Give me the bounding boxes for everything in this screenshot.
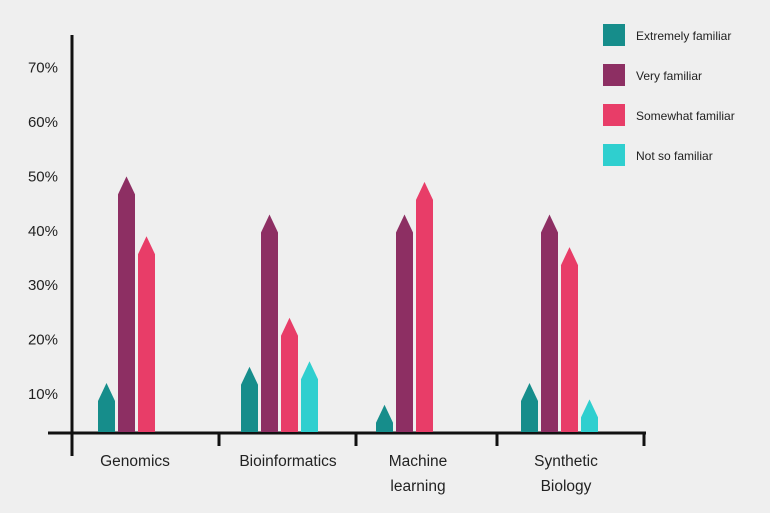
bar-not-so-familiar <box>301 361 318 432</box>
legend-label: Very familiar <box>636 69 702 83</box>
y-tick-label: 40% <box>28 223 58 240</box>
legend-label: Somewhat familiar <box>636 109 735 123</box>
bar-extremely-familiar <box>241 366 258 432</box>
bar-very-familiar <box>261 214 278 432</box>
bars <box>98 176 598 432</box>
y-tick-label: 70% <box>28 60 58 77</box>
category-labels: Genomics Bioinformatics Machine learning Syn… <box>100 453 598 495</box>
category-label: Synthetic <box>534 453 598 470</box>
legend: Extremely familiar Very familiar Somewhat … <box>603 24 735 166</box>
bar-somewhat-familiar <box>281 317 298 432</box>
category-label: Genomics <box>100 453 170 470</box>
legend-swatch <box>603 104 625 126</box>
legend-swatch <box>603 144 625 166</box>
bar-somewhat-familiar <box>138 236 155 432</box>
legend-label: Not so familiar <box>636 149 713 163</box>
category-label: Bioinformatics <box>239 453 337 470</box>
category-label: learning <box>390 478 445 495</box>
y-tick-label: 10% <box>28 386 58 403</box>
y-tick-label: 60% <box>28 114 58 131</box>
category-label: Machine <box>389 453 448 470</box>
bar-not-so-familiar <box>581 399 598 432</box>
y-tick-labels: 10% 20% 30% 40% 50% 60% 70% <box>28 60 58 403</box>
category-label: Biology <box>541 478 592 495</box>
bar-very-familiar <box>541 214 558 432</box>
bar-somewhat-familiar <box>416 181 433 432</box>
legend-swatch <box>603 64 625 86</box>
bar-somewhat-familiar <box>561 247 578 432</box>
bar-very-familiar <box>118 176 135 432</box>
y-tick-label: 30% <box>28 277 58 294</box>
legend-swatch <box>603 24 625 46</box>
bar-extremely-familiar <box>521 383 538 432</box>
legend-label: Extremely familiar <box>636 29 731 43</box>
y-tick-label: 50% <box>28 168 58 185</box>
bar-very-familiar <box>396 214 413 432</box>
y-tick-label: 20% <box>28 332 58 349</box>
axes <box>48 35 646 456</box>
bar-extremely-familiar <box>98 383 115 432</box>
bar-extremely-familiar <box>376 404 393 432</box>
